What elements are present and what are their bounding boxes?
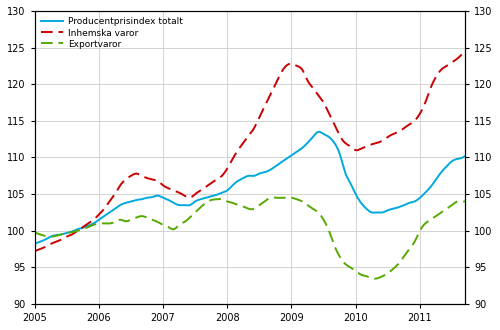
Producentprisindex totalt [194, 198, 200, 202]
Exportvaror [41, 234, 47, 238]
Exportvaror [371, 277, 377, 281]
Legend: Producentprisindex totalt, Inhemska varor, Exportvaror: Producentprisindex totalt, Inhemska varo… [39, 16, 184, 50]
Inhemska varor [425, 92, 431, 96]
Inhemska varor [484, 31, 490, 35]
Inhemska varor [194, 191, 200, 195]
Producentprisindex totalt [294, 150, 300, 154]
Exportvaror [428, 218, 434, 222]
Exportvaror [194, 209, 200, 213]
Line: Producentprisindex totalt: Producentprisindex totalt [34, 118, 500, 244]
Producentprisindex totalt [425, 187, 431, 191]
Producentprisindex totalt [41, 238, 47, 242]
Line: Inhemska varor: Inhemska varor [34, 33, 500, 251]
Inhemska varor [294, 64, 300, 68]
Inhemska varor [444, 64, 450, 68]
Line: Exportvaror: Exportvaror [34, 197, 500, 279]
Exportvaror [440, 209, 446, 213]
Producentprisindex totalt [32, 242, 38, 246]
Inhemska varor [32, 249, 38, 253]
Producentprisindex totalt [438, 171, 444, 175]
Exportvaror [270, 195, 276, 199]
Inhemska varor [438, 68, 444, 72]
Exportvaror [294, 198, 300, 202]
Exportvaror [446, 206, 452, 210]
Inhemska varor [41, 246, 47, 249]
Producentprisindex totalt [444, 165, 450, 169]
Exportvaror [32, 230, 38, 234]
